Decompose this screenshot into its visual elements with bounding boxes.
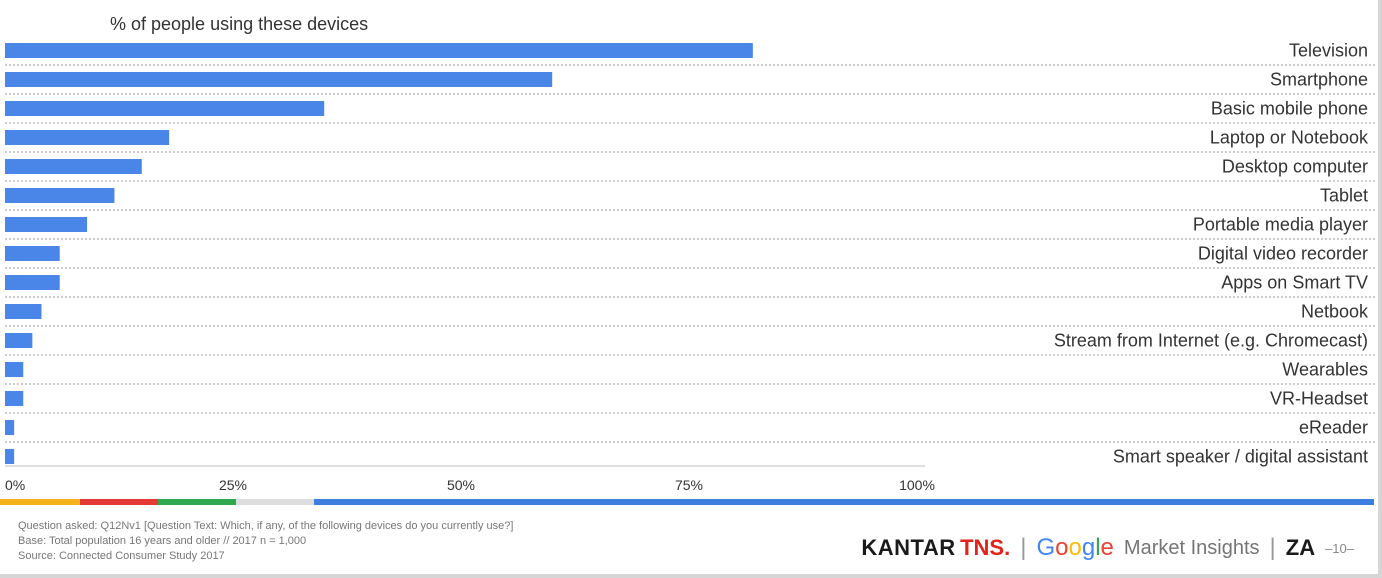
bar (5, 362, 24, 377)
page-number: –10– (1325, 540, 1354, 556)
category-label: Portable media player (1193, 215, 1368, 235)
category-label: Tablet (1320, 186, 1368, 206)
category-label: Stream from Internet (e.g. Chromecast) (1054, 331, 1368, 351)
category-label: VR-Headset (1270, 389, 1368, 409)
brand-separator-2: | (1269, 534, 1276, 561)
google-letter: o (1068, 534, 1082, 561)
brand-stripe-segment (0, 499, 80, 505)
brand-bar: KANTAR TNS. | Google Market Insights | Z… (861, 534, 1354, 562)
category-label: Apps on Smart TV (1221, 273, 1368, 293)
google-letter: e (1100, 534, 1114, 561)
google-letter: g (1081, 534, 1096, 561)
x-tick-label: 75% (675, 477, 703, 493)
brand-stripe-segment (236, 499, 314, 505)
category-label: Desktop computer (1222, 157, 1368, 177)
bar (5, 304, 42, 319)
bar (5, 72, 553, 87)
google-logo: Google (1036, 534, 1113, 562)
category-label: Wearables (1282, 360, 1368, 380)
category-label: Smart speaker / digital assistant (1113, 447, 1368, 467)
bar (5, 101, 325, 116)
google-letter: G (1036, 534, 1056, 561)
google-letter: l (1095, 534, 1101, 561)
footnote: Question asked: Q12Nv1 [Question Text: W… (18, 519, 513, 564)
brand-stripe-segment (158, 499, 236, 505)
category-label: eReader (1299, 418, 1368, 438)
brand-separator: | (1020, 534, 1027, 561)
chart-title: % of people using these devices (110, 14, 368, 34)
footnote-source: Source: Connected Consumer Study 2017 (18, 550, 225, 562)
country-code: ZA (1285, 535, 1316, 560)
category-label: Smartphone (1270, 70, 1368, 90)
bar (5, 130, 170, 145)
brand-stripe-segment (80, 499, 158, 505)
x-tick-label: 25% (219, 477, 247, 493)
market-insights-label: Market Insights (1123, 536, 1260, 559)
google-letter: o (1055, 534, 1069, 561)
x-tick-label: 100% (899, 477, 935, 493)
footnote-question: Question asked: Q12Nv1 [Question Text: W… (18, 520, 514, 532)
bar-chart: % of people using these devices Televisio… (0, 14, 1376, 505)
footnote-base: Base: Total population 16 years and olde… (18, 535, 307, 547)
x-tick-label: 50% (447, 477, 475, 493)
bar (5, 333, 33, 348)
x-tick-label: 0% (5, 477, 25, 493)
bar (5, 391, 24, 406)
kantar-logo: KANTAR TNS. (861, 535, 1010, 561)
brand-stripe-segment (314, 499, 1374, 505)
bar (5, 275, 60, 290)
bar (5, 217, 88, 232)
bar (5, 188, 115, 203)
category-label: Netbook (1301, 302, 1369, 322)
bar (5, 449, 15, 464)
category-label: Television (1289, 41, 1368, 61)
bar (5, 43, 753, 58)
tns-wordmark: TNS. (960, 535, 1011, 560)
category-label: Laptop or Notebook (1210, 128, 1369, 148)
kantar-wordmark: KANTAR (861, 535, 956, 560)
bar (5, 420, 15, 435)
category-label: Basic mobile phone (1211, 99, 1368, 119)
bar (5, 159, 142, 174)
bar (5, 246, 60, 261)
category-label: Digital video recorder (1198, 244, 1368, 264)
